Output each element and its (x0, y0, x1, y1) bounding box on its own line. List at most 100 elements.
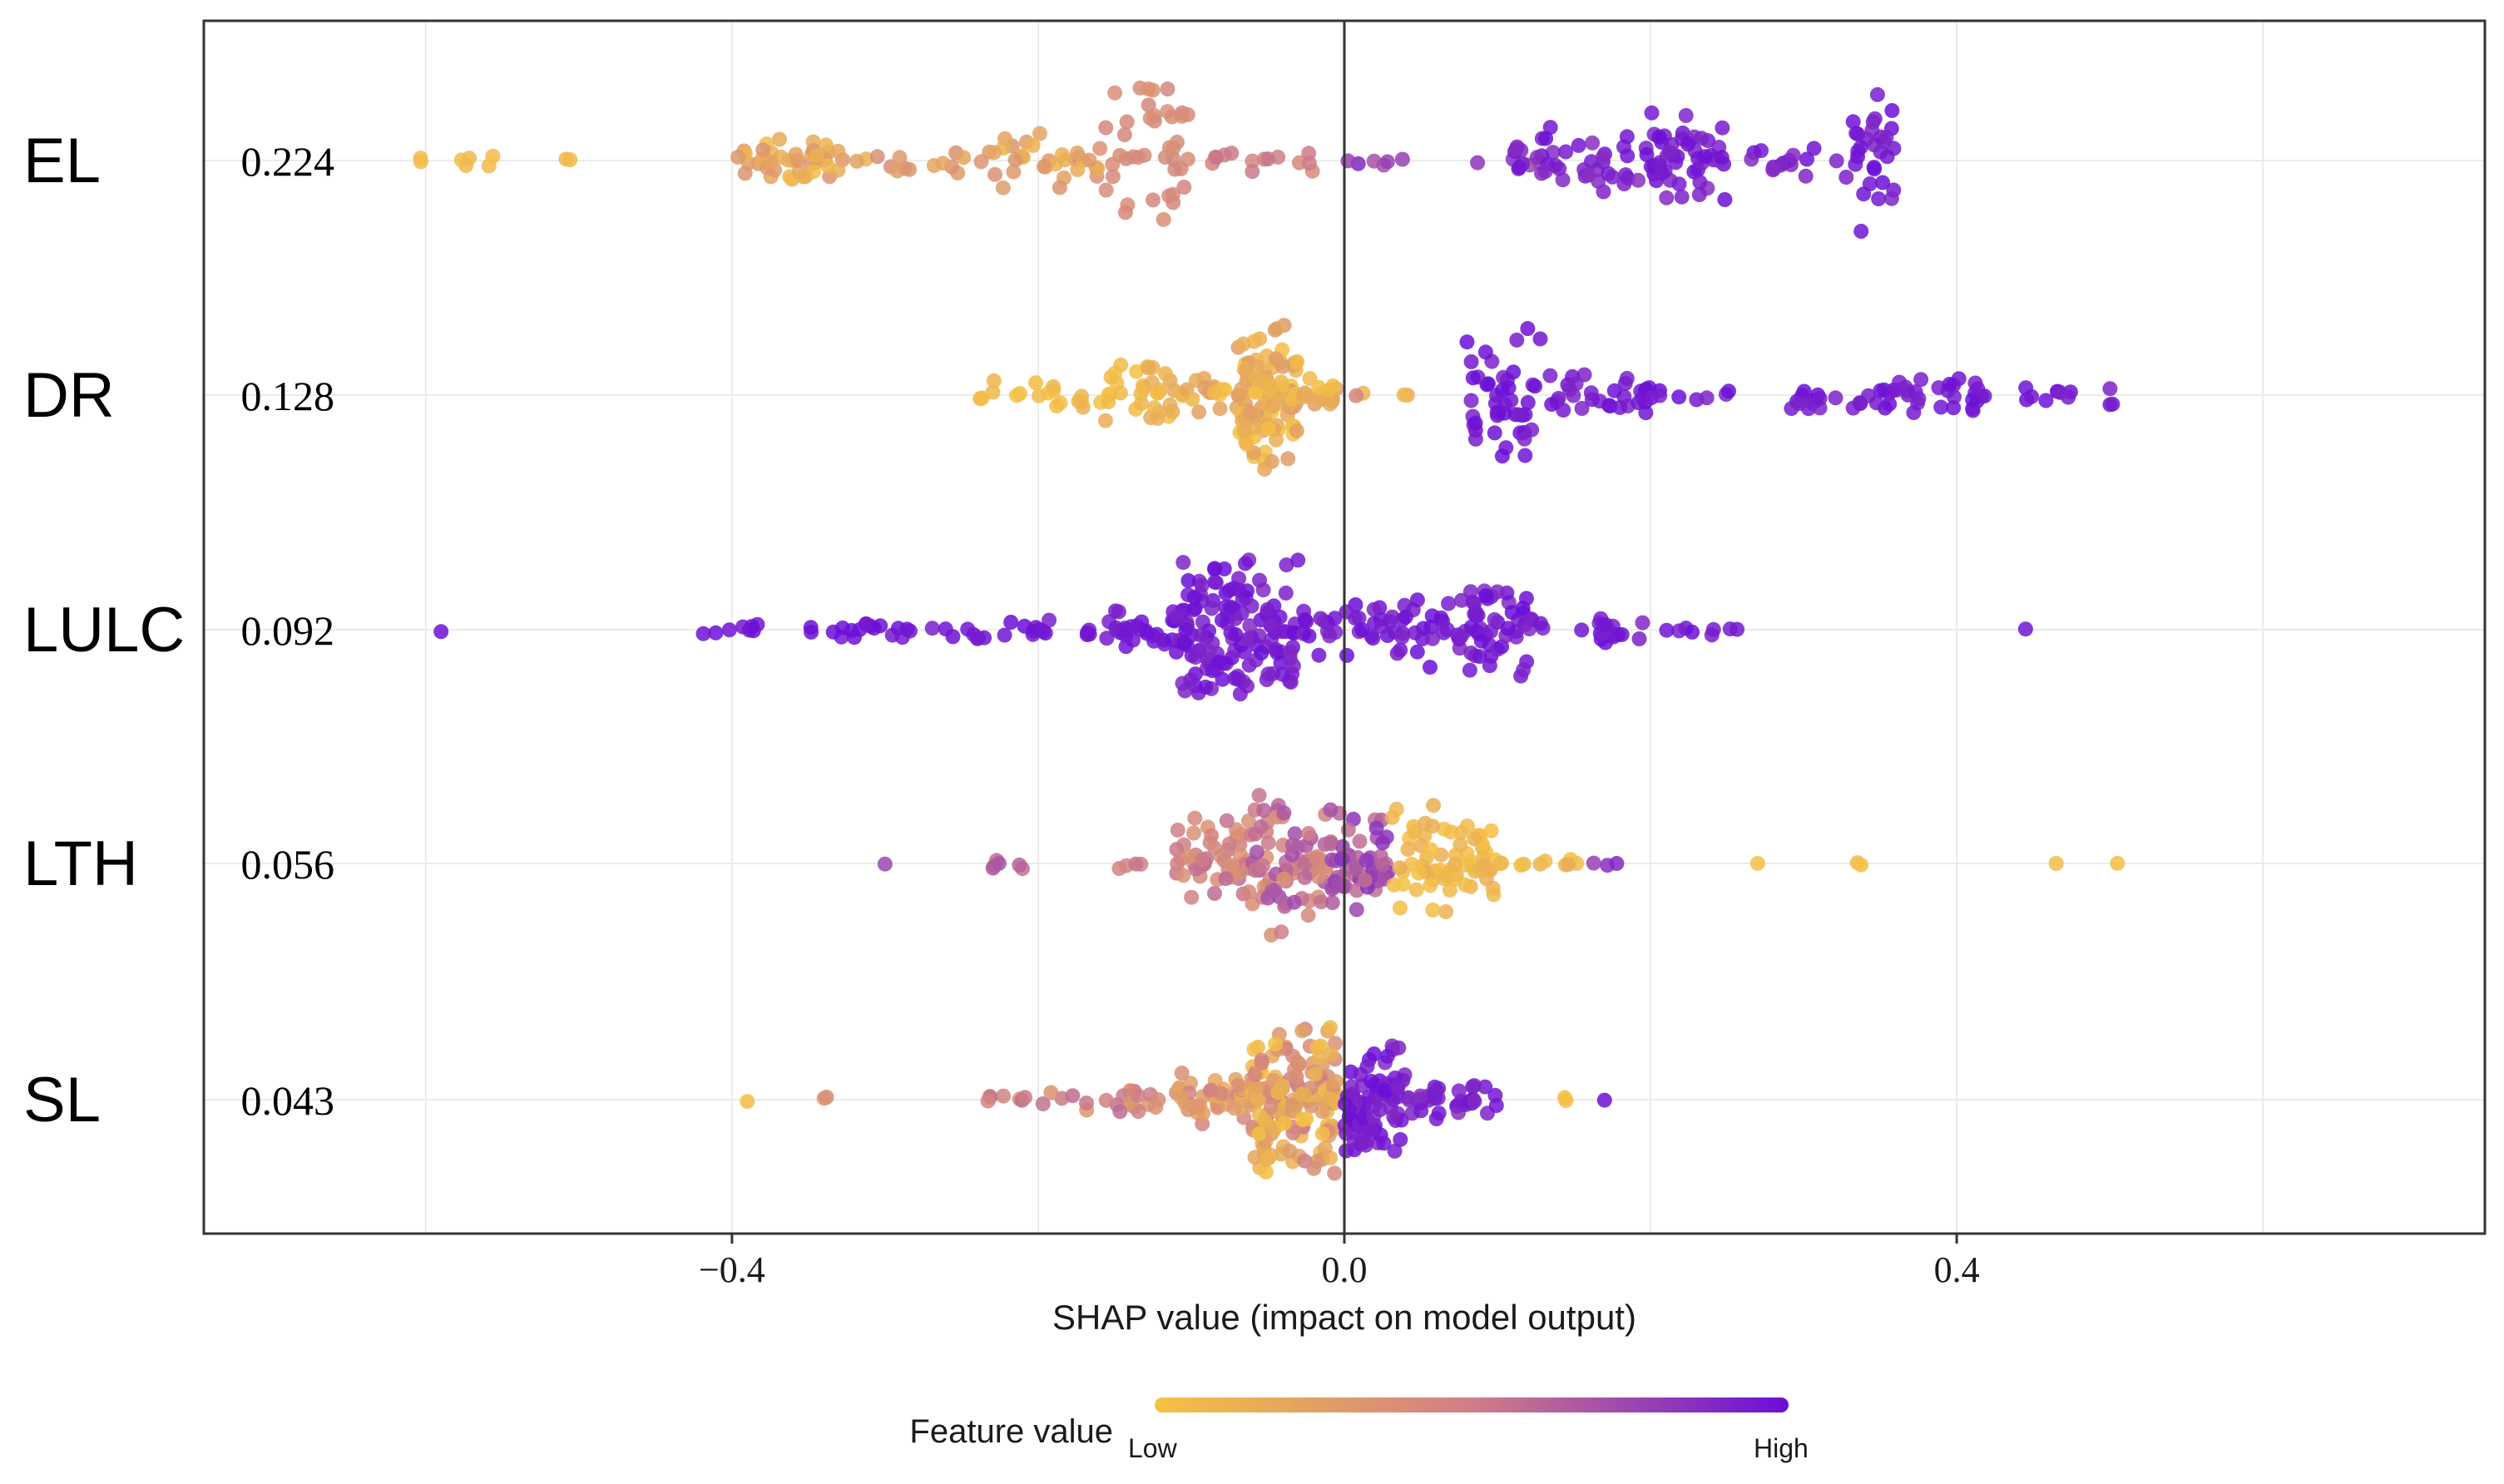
shap-point (1150, 385, 1165, 401)
shap-point (1431, 1106, 1447, 1121)
shap-point (433, 624, 449, 640)
shap-point (1574, 622, 1590, 638)
shap-point (1467, 831, 1482, 847)
shap-point (1533, 616, 1548, 631)
shap-point (1400, 842, 1416, 857)
shap-point (1351, 611, 1367, 626)
shap-point (1487, 1087, 1503, 1103)
shap-point (987, 166, 1003, 182)
shap-point (1075, 399, 1091, 415)
shap-point (1373, 848, 1388, 864)
shap-point (1678, 107, 1694, 123)
shap-point (1425, 903, 1441, 918)
shap-point (970, 631, 985, 646)
shap-point (1184, 889, 1200, 905)
shap-point (1268, 641, 1284, 657)
shap-point (1311, 379, 1326, 395)
shap-point (804, 624, 819, 640)
shap-point (1715, 120, 1730, 136)
shap-point (1112, 1104, 1128, 1120)
shap-point (1685, 624, 1700, 640)
shap-point (1671, 389, 1687, 405)
shap-point (849, 153, 864, 169)
shap-point (1401, 1092, 1417, 1108)
shap-point (1286, 894, 1302, 910)
shap-point (1230, 1077, 1246, 1093)
shap-point (1586, 855, 1601, 871)
x-tick-label: 0.0 (1322, 1249, 1368, 1290)
shap-point (980, 1093, 996, 1109)
shap-point (1438, 904, 1454, 919)
shap-point (735, 619, 750, 635)
shap-point (1251, 1107, 1267, 1123)
shap-point (1105, 169, 1121, 185)
shap-point (1871, 191, 1887, 206)
shap-point (1357, 873, 1373, 888)
shap-point (1289, 354, 1305, 369)
feature-importance-label: 0.056 (241, 841, 335, 888)
shap-point (1520, 321, 1536, 336)
shap-point (1467, 1078, 1482, 1094)
shap-point (1866, 160, 1882, 176)
shap-point (1032, 388, 1047, 403)
shap-point (1249, 844, 1264, 860)
shap-point (1324, 1046, 1339, 1062)
shap-point (1517, 448, 1533, 463)
shap-point (1501, 380, 1517, 396)
shap-point (1510, 407, 1526, 423)
shap-point (1425, 631, 1440, 646)
shap-point (1264, 398, 1280, 414)
shap-point (1283, 645, 1299, 660)
shap-point (1259, 601, 1275, 617)
shap-point (809, 147, 824, 163)
shap-point (1524, 422, 1540, 438)
shap-point (1228, 626, 1244, 642)
shap-point (1327, 1165, 1343, 1181)
shap-point (1583, 385, 1599, 401)
shap-point (1043, 1085, 1059, 1101)
x-axis-title: SHAP value (impact on model output) (1052, 1298, 1636, 1337)
shap-point (1254, 645, 1269, 660)
shap-point (1714, 150, 1730, 166)
shap-point (485, 148, 501, 164)
shap-point (1558, 144, 1574, 160)
shap-point (1812, 391, 1828, 406)
shap-point (1238, 556, 1253, 571)
shap-point (960, 621, 976, 637)
shap-point (1482, 658, 1497, 674)
shap-point (1294, 1112, 1310, 1128)
shap-point (1617, 376, 1633, 392)
shap-point (1003, 615, 1019, 630)
shap-point (1141, 81, 1156, 96)
shap-point (1853, 857, 1869, 873)
shap-point (1883, 190, 1899, 206)
shap-point (1185, 391, 1200, 407)
shap-point (1879, 149, 1895, 165)
shap-point (1245, 164, 1260, 180)
shap-point (1290, 552, 1306, 568)
shap-point (1224, 146, 1240, 161)
shap-point (1268, 1036, 1284, 1052)
shap-point (1263, 1100, 1279, 1115)
shap-point (1118, 639, 1134, 655)
shap-point (1411, 865, 1427, 881)
shap-point (1413, 1103, 1429, 1119)
shap-point (1349, 862, 1364, 878)
shap-point (1057, 152, 1073, 168)
feature-name-label: DR (23, 360, 115, 431)
shap-point (1239, 631, 1254, 647)
shap-point (1977, 388, 1992, 404)
shap-point (1864, 122, 1880, 138)
shap-point (1324, 895, 1340, 911)
shap-point (1242, 618, 1258, 634)
shap-point (1006, 164, 1022, 180)
shap-point (1477, 1079, 1493, 1095)
shap-point (1366, 601, 1382, 617)
shap-point (1098, 1092, 1114, 1108)
shap-point (1652, 388, 1668, 403)
shap-point (1260, 835, 1276, 851)
shap-point (1721, 383, 1736, 399)
shap-point (1393, 900, 1408, 916)
shap-point (1331, 876, 1347, 892)
shap-point (1235, 336, 1251, 352)
